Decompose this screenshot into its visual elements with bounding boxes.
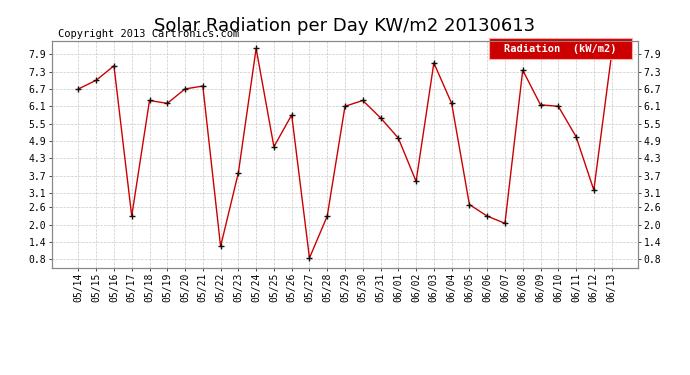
Text: Copyright 2013 Cartronics.com: Copyright 2013 Cartronics.com xyxy=(58,29,239,39)
Title: Solar Radiation per Day KW/m2 20130613: Solar Radiation per Day KW/m2 20130613 xyxy=(155,17,535,35)
